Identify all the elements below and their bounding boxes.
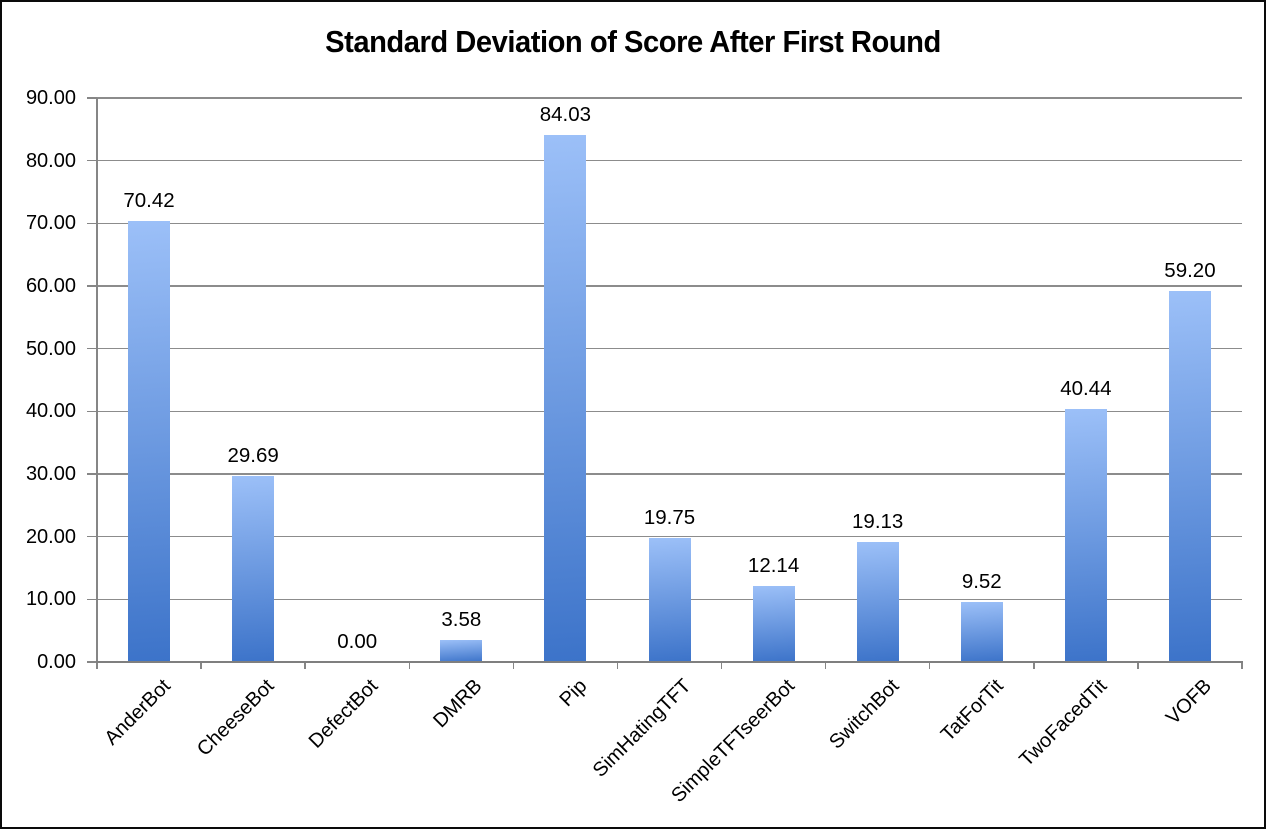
gridline xyxy=(97,410,1242,413)
bar xyxy=(544,135,587,662)
y-axis-tick-label: 70.00 xyxy=(25,212,76,235)
y-axis-tick-label: 10.00 xyxy=(25,588,76,611)
x-axis-category-label-text: DMRB xyxy=(429,675,487,733)
bar-value-label: 12.14 xyxy=(747,553,800,577)
bar xyxy=(752,585,795,662)
y-axis-tick xyxy=(87,598,97,601)
y-axis-tick xyxy=(87,661,97,663)
x-axis-category-label-text: TwoFacedTit xyxy=(1015,675,1112,771)
y-axis-tick xyxy=(87,410,97,413)
bar-value-label: 29.69 xyxy=(227,443,279,467)
x-axis-tick xyxy=(720,662,723,669)
y-axis-tick xyxy=(87,285,97,287)
bar-value-label: 0.00 xyxy=(337,630,378,653)
x-axis-category-label-text: SwitchBot xyxy=(824,675,904,754)
x-axis-category-label-text: AnderBot xyxy=(100,675,175,750)
y-axis-tick xyxy=(87,222,97,225)
gridline xyxy=(97,222,1242,225)
x-axis-tick xyxy=(200,662,202,669)
x-axis-tick xyxy=(1137,662,1139,669)
x-axis-tick xyxy=(408,662,411,669)
y-axis-tick xyxy=(87,347,97,350)
bar-value-label: 84.03 xyxy=(539,103,592,127)
x-axis-tick xyxy=(824,662,827,669)
gridline xyxy=(97,473,1242,475)
x-axis-category-label-text: SimHatingTFT xyxy=(588,675,696,782)
y-axis-tick-label: 20.00 xyxy=(25,525,76,548)
x-axis-category-label-text: CheeseBot xyxy=(193,675,279,761)
y-axis-tick-label: 0.00 xyxy=(37,651,76,673)
gridline xyxy=(97,347,1242,350)
chart-title: Standard Deviation of Score After First … xyxy=(325,24,941,59)
x-axis-line xyxy=(96,661,1243,663)
x-axis-tick xyxy=(304,662,306,669)
x-axis-tick xyxy=(512,662,515,669)
gridline xyxy=(97,285,1242,287)
x-axis-category-label-text: DefectBot xyxy=(305,675,383,753)
bar-value-label: 3.58 xyxy=(441,607,482,631)
bar xyxy=(960,602,1003,662)
bar-value-label: 9.52 xyxy=(961,570,1002,594)
bar xyxy=(856,542,899,662)
y-axis-tick-label: 40.00 xyxy=(25,400,76,423)
bar xyxy=(128,220,171,662)
bar xyxy=(648,538,691,662)
y-axis-tick xyxy=(87,159,97,162)
y-axis-tick-label: 60.00 xyxy=(25,275,76,297)
y-axis-tick-label: 90.00 xyxy=(25,87,76,109)
y-axis-tick xyxy=(87,535,97,538)
bar-value-label: 70.42 xyxy=(123,188,175,212)
bar-value-label: 40.44 xyxy=(1060,376,1112,400)
bar xyxy=(1064,408,1107,662)
bar-value-label: 19.13 xyxy=(852,510,904,534)
y-axis-tick-label: 30.00 xyxy=(25,463,76,485)
x-axis-tick xyxy=(1033,662,1035,669)
y-axis-tick xyxy=(87,473,97,475)
bar xyxy=(1168,291,1211,662)
x-axis-category-label-text: TatForTit xyxy=(936,675,1008,746)
y-axis-line xyxy=(96,98,98,662)
bar-value-label: 59.20 xyxy=(1164,259,1216,282)
x-axis-tick xyxy=(96,662,98,669)
x-axis-tick xyxy=(616,662,619,669)
x-axis-tick xyxy=(1241,662,1243,669)
bar xyxy=(440,639,483,662)
x-axis-tick xyxy=(928,662,931,669)
gridline xyxy=(97,97,1242,99)
gridline xyxy=(97,159,1242,162)
x-axis-category-label-text: Pip xyxy=(554,675,591,711)
y-axis-tick-label: 80.00 xyxy=(25,149,76,172)
y-axis-tick xyxy=(87,97,97,99)
gridline xyxy=(97,535,1242,538)
y-axis-tick-label: 50.00 xyxy=(25,337,76,360)
x-axis-category-label-text: VOFB xyxy=(1161,675,1216,730)
bar-value-label: 19.75 xyxy=(643,506,696,530)
bar xyxy=(232,475,275,662)
